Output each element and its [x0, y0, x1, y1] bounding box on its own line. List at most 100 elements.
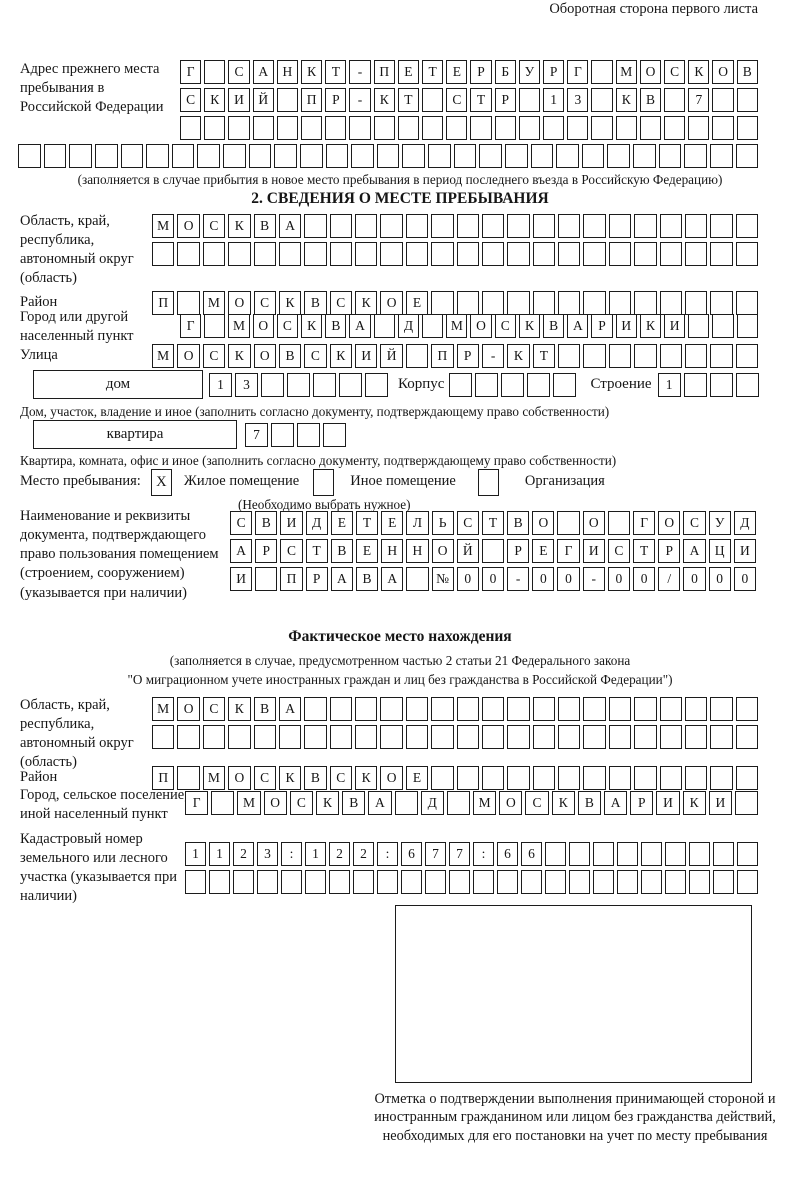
- form-cell[interactable]: [527, 372, 551, 397]
- form-cell[interactable]: С: [276, 314, 299, 338]
- form-cell[interactable]: [94, 144, 118, 168]
- form-cell[interactable]: [684, 144, 707, 168]
- form-cell[interactable]: [377, 870, 398, 894]
- form-cell[interactable]: [325, 116, 347, 140]
- form-cell[interactable]: [228, 116, 250, 140]
- form-cell[interactable]: О: [228, 291, 251, 315]
- form-cell[interactable]: К: [301, 314, 323, 338]
- form-cell[interactable]: №: [431, 567, 454, 591]
- form-cell[interactable]: М: [228, 314, 250, 338]
- form-cell[interactable]: К: [518, 314, 541, 338]
- form-cell[interactable]: [355, 242, 378, 266]
- form-cell[interactable]: Г: [567, 60, 589, 84]
- form-cell[interactable]: И: [230, 567, 253, 591]
- form-cell[interactable]: [737, 842, 758, 866]
- form-cell[interactable]: О: [177, 697, 200, 721]
- form-cell[interactable]: [329, 214, 352, 238]
- form-cell[interactable]: [659, 725, 682, 749]
- form-cell[interactable]: [271, 422, 294, 447]
- form-cell[interactable]: [664, 116, 686, 140]
- form-cell[interactable]: [583, 766, 606, 790]
- form-cell[interactable]: Г: [185, 791, 209, 815]
- form-cell[interactable]: [197, 144, 220, 168]
- form-cell[interactable]: А: [252, 60, 274, 84]
- form-cell[interactable]: [684, 766, 708, 790]
- form-cell[interactable]: [710, 242, 733, 266]
- form-cell[interactable]: [633, 144, 656, 168]
- form-cell[interactable]: К: [301, 60, 323, 84]
- form-cell[interactable]: Й: [252, 88, 274, 112]
- form-cell[interactable]: С: [202, 214, 226, 238]
- form-cell[interactable]: К: [278, 766, 302, 790]
- form-cell[interactable]: [558, 697, 581, 721]
- form-cell[interactable]: [223, 144, 246, 168]
- form-cell[interactable]: [684, 242, 708, 266]
- form-cell[interactable]: С: [253, 291, 276, 315]
- form-cell[interactable]: [641, 870, 662, 894]
- form-cell[interactable]: [664, 88, 686, 112]
- form-cell[interactable]: [177, 242, 200, 266]
- form-cell[interactable]: [355, 214, 378, 238]
- form-cell[interactable]: [507, 291, 530, 315]
- form-cell[interactable]: [431, 697, 454, 721]
- form-cell[interactable]: [431, 291, 454, 315]
- form-cell[interactable]: [481, 291, 505, 315]
- form-cell[interactable]: В: [507, 511, 530, 535]
- form-cell[interactable]: [659, 214, 682, 238]
- form-cell[interactable]: О: [177, 344, 200, 368]
- form-cell[interactable]: К: [228, 344, 251, 368]
- form-cell[interactable]: [204, 116, 226, 140]
- form-cell[interactable]: Т: [470, 88, 492, 112]
- form-cell[interactable]: Р: [305, 567, 328, 591]
- form-cell[interactable]: И: [355, 344, 378, 368]
- form-cell[interactable]: [583, 344, 606, 368]
- form-cell[interactable]: [449, 870, 470, 894]
- form-cell[interactable]: [532, 766, 555, 790]
- kvartira-box[interactable]: квартира: [33, 420, 237, 449]
- form-cell[interactable]: Д: [733, 511, 756, 535]
- form-cell[interactable]: [304, 214, 327, 238]
- form-cell[interactable]: [507, 725, 530, 749]
- form-cell[interactable]: [735, 725, 758, 749]
- form-cell[interactable]: Й: [380, 344, 403, 368]
- form-cell[interactable]: К: [615, 88, 637, 112]
- form-cell[interactable]: [532, 697, 555, 721]
- form-cell[interactable]: П: [301, 88, 323, 112]
- form-cell[interactable]: [591, 88, 613, 112]
- form-cell[interactable]: [422, 116, 444, 140]
- form-cell[interactable]: С: [329, 766, 352, 790]
- form-cell[interactable]: Ь: [431, 511, 454, 535]
- form-cell[interactable]: 6: [521, 842, 542, 866]
- form-cell[interactable]: [481, 766, 505, 790]
- form-cell[interactable]: -: [582, 567, 605, 591]
- form-cell[interactable]: [593, 870, 614, 894]
- form-cell[interactable]: [305, 870, 326, 894]
- form-cell[interactable]: [329, 242, 352, 266]
- form-cell[interactable]: Е: [330, 511, 353, 535]
- form-cell[interactable]: [569, 842, 590, 866]
- form-cell[interactable]: Л: [406, 511, 429, 535]
- form-cell[interactable]: В: [736, 60, 758, 84]
- form-cell[interactable]: [431, 725, 454, 749]
- form-cell[interactable]: [558, 766, 581, 790]
- form-cell[interactable]: С: [180, 88, 202, 112]
- form-cell[interactable]: [422, 314, 444, 338]
- form-cell[interactable]: [481, 214, 505, 238]
- form-cell[interactable]: [304, 697, 327, 721]
- form-cell[interactable]: М: [202, 291, 226, 315]
- form-cell[interactable]: [228, 242, 251, 266]
- form-cell[interactable]: [558, 725, 581, 749]
- form-cell[interactable]: [689, 842, 710, 866]
- form-cell[interactable]: [557, 511, 580, 535]
- form-cell[interactable]: Р: [658, 539, 681, 563]
- form-cell[interactable]: [276, 88, 299, 112]
- form-cell[interactable]: Й: [456, 539, 479, 563]
- form-cell[interactable]: 6: [497, 842, 518, 866]
- form-cell[interactable]: 0: [557, 567, 580, 591]
- form-cell[interactable]: Т: [355, 511, 379, 535]
- form-cell[interactable]: [18, 144, 41, 168]
- form-cell[interactable]: М: [202, 766, 226, 790]
- form-cell[interactable]: [713, 870, 734, 894]
- form-cell[interactable]: [659, 766, 682, 790]
- form-cell[interactable]: [684, 725, 708, 749]
